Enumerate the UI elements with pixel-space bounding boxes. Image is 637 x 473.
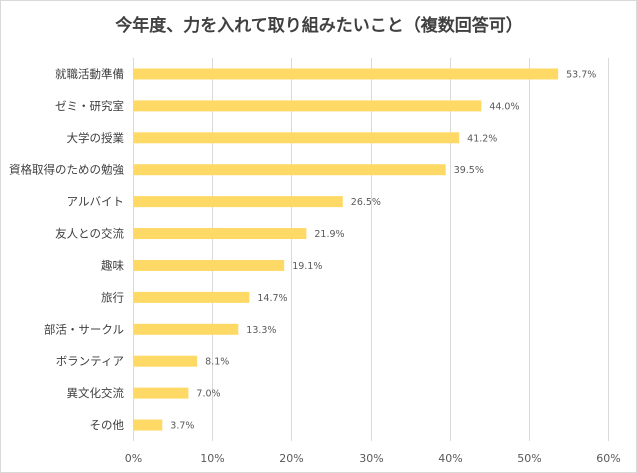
bar [133, 164, 446, 176]
bars [133, 68, 559, 431]
data-label: 41.2% [467, 133, 497, 144]
data-label: 14.7% [257, 293, 287, 304]
bar [133, 419, 163, 431]
x-tick-label: 20% [279, 452, 303, 465]
bar [133, 291, 250, 303]
data-label: 3.7% [170, 421, 194, 432]
category-label: 就職活動準備 [55, 67, 124, 81]
data-label: 53.7% [566, 69, 596, 80]
bar [133, 259, 285, 271]
data-label: 44.0% [489, 101, 519, 112]
data-label: 7.0% [196, 389, 220, 400]
bar [133, 228, 307, 240]
category-label: ゼミ・研究室 [55, 99, 124, 113]
bar [133, 323, 239, 335]
bar [133, 355, 198, 367]
bar [133, 100, 482, 112]
category-labels: 就職活動準備ゼミ・研究室大学の授業資格取得のための勉強アルバイト友人との交流趣味… [9, 67, 124, 432]
bar [133, 132, 460, 144]
category-label: 部活・サークル [44, 322, 124, 336]
category-label: 旅行 [101, 290, 124, 304]
x-tick-label: 50% [517, 452, 541, 465]
x-tick-label: 30% [359, 452, 383, 465]
category-label: 資格取得のための勉強 [9, 163, 124, 177]
category-label: 趣味 [101, 258, 124, 272]
data-label: 19.1% [292, 261, 322, 272]
category-label: ボランティア [56, 354, 124, 368]
bar [133, 196, 343, 208]
bar [133, 387, 189, 399]
data-label: 39.5% [454, 165, 484, 176]
bar [133, 68, 559, 80]
x-tick-label: 0% [125, 452, 142, 465]
data-label: 8.1% [205, 357, 229, 368]
data-label: 26.5% [351, 197, 381, 208]
data-label: 21.9% [314, 229, 344, 240]
data-label: 13.3% [246, 325, 276, 336]
data-labels: 53.7% 44.0% 41.2% 39.5% 26.5% 21.9% 19.1% 14.7%… [170, 69, 596, 431]
x-tick-label: 10% [200, 452, 224, 465]
category-label: アルバイト [67, 195, 124, 209]
x-tick-labels: 0% 10% 20% 30% 40% 50% 60% [125, 452, 621, 465]
category-label: 大学の授業 [67, 131, 125, 145]
grid-lines [133, 58, 609, 441]
chart-title: 今年度、力を入れて取り組みたいこと（複数回答可） [115, 15, 523, 36]
x-tick-label: 40% [438, 452, 462, 465]
category-label: 友人との交流 [55, 227, 124, 241]
category-label: 異文化交流 [67, 386, 125, 400]
x-tick-label: 60% [596, 452, 620, 465]
category-label: その他 [90, 418, 125, 432]
